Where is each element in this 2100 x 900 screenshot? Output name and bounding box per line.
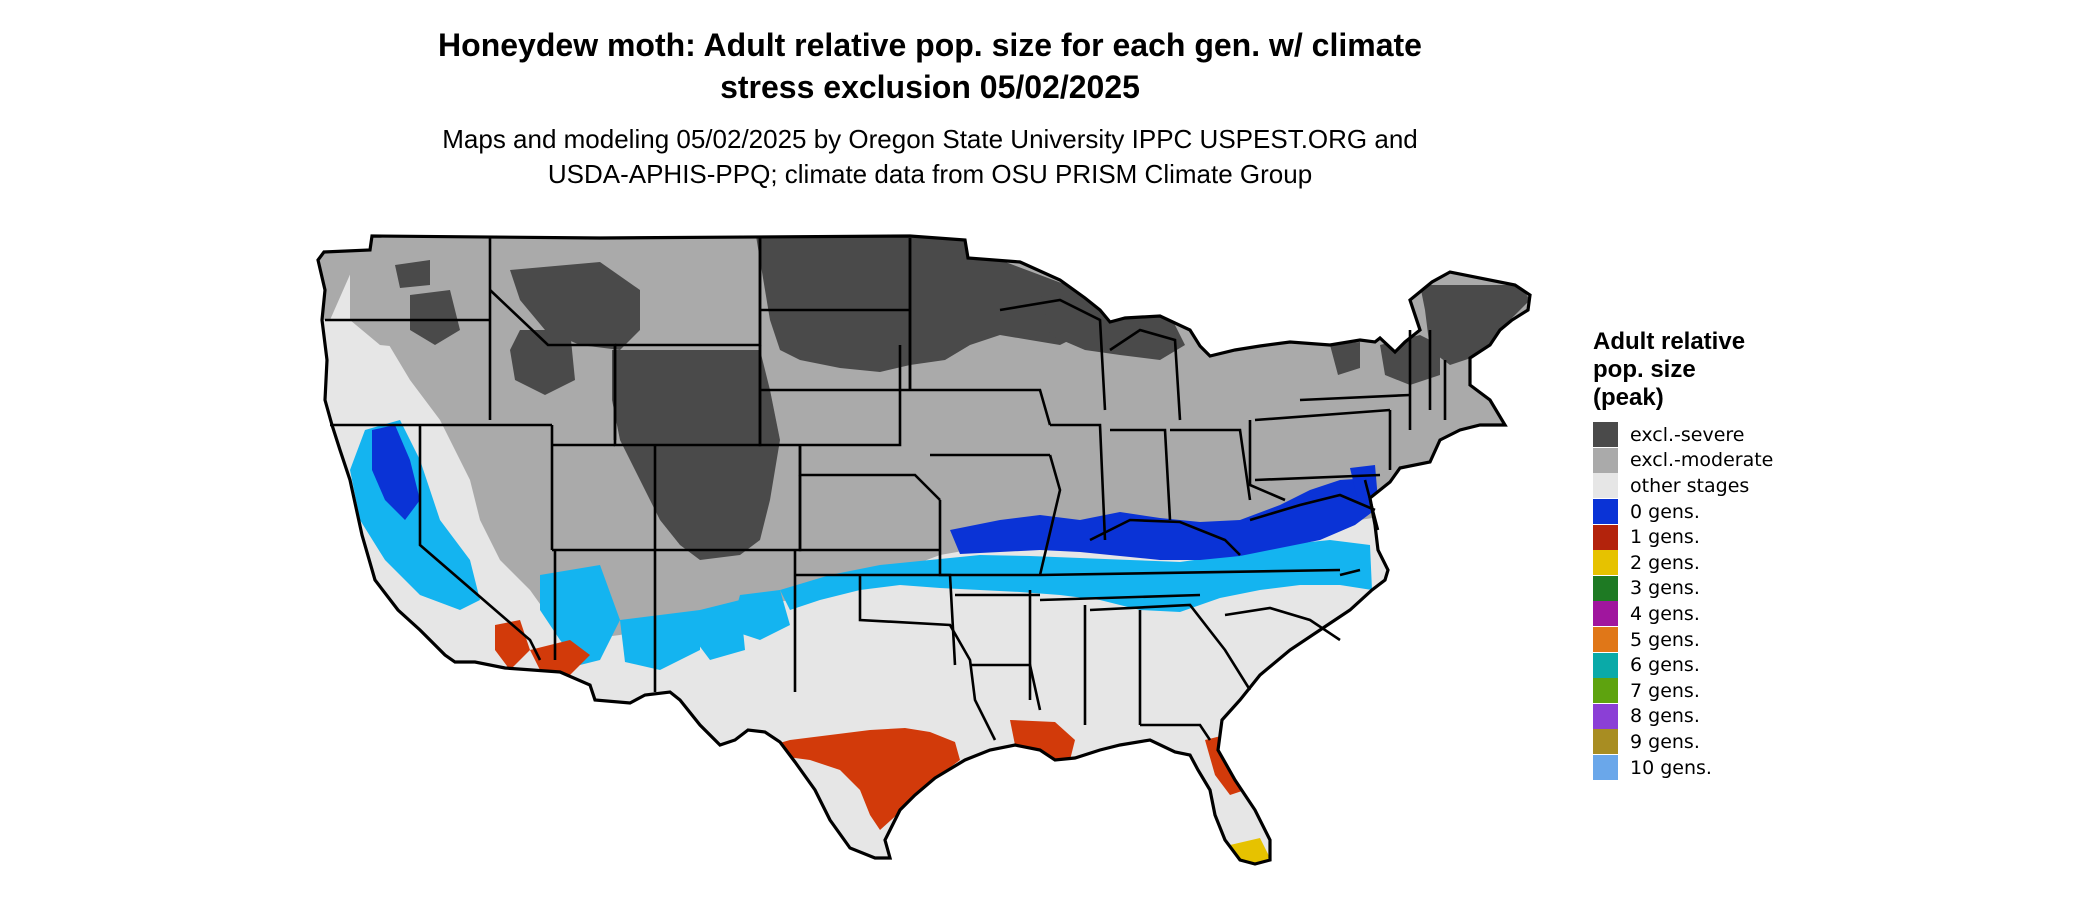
legend-swatch — [1593, 601, 1618, 627]
legend-item: 10 gens. — [1593, 755, 1773, 781]
legend-item: 3 gens. — [1593, 575, 1773, 602]
map-legend: Adult relative pop. size (peak) excl.-se… — [1593, 328, 1774, 781]
legend-label: 1 gens. — [1630, 526, 1700, 549]
legend-swatch — [1593, 524, 1618, 550]
legend-item: 8 gens. — [1593, 703, 1773, 730]
legend-swatch — [1593, 627, 1618, 653]
legend-swatch — [1593, 422, 1618, 448]
legend-label: 10 gens. — [1630, 756, 1712, 779]
legend-label: 0 gens. — [1630, 500, 1700, 523]
legend-label: 6 gens. — [1630, 654, 1700, 677]
legend-label: 7 gens. — [1630, 679, 1700, 702]
legend-item: 7 gens. — [1593, 678, 1773, 704]
legend-label: 4 gens. — [1630, 602, 1700, 625]
us-map — [316, 234, 1532, 866]
legend-swatch — [1593, 499, 1618, 525]
legend-item: 6 gens. — [1593, 652, 1773, 678]
legend-title-line-2: pop. size — [1593, 356, 1696, 383]
legend-swatch — [1593, 678, 1618, 704]
legend-item: 1 gens. — [1593, 524, 1773, 550]
legend-items: excl.-severe excl.-moderate other stages 0 … — [1593, 422, 1774, 781]
legend-swatch — [1593, 703, 1618, 729]
legend-label: 8 gens. — [1630, 705, 1700, 728]
map-title-line-2: stress exclusion 05/02/2025 — [720, 69, 1140, 105]
legend-label: 9 gens. — [1630, 730, 1700, 753]
legend-swatch — [1593, 550, 1618, 576]
legend-label: 3 gens. — [1630, 577, 1700, 600]
legend-label: other stages — [1630, 474, 1750, 497]
legend-label: 5 gens. — [1630, 628, 1700, 651]
legend-item: 5 gens. — [1593, 627, 1773, 653]
map-subtitle: Maps and modeling 05/02/2025 by Oregon S… — [380, 122, 1480, 192]
legend-title: Adult relative pop. size (peak) — [1593, 328, 1773, 412]
legend-swatch — [1593, 652, 1618, 678]
legend-swatch — [1593, 447, 1618, 473]
legend-item: excl.-severe — [1593, 422, 1773, 448]
legend-label: 2 gens. — [1630, 551, 1700, 574]
map-subtitle-line-1: Maps and modeling 05/02/2025 by Oregon S… — [442, 124, 1418, 154]
legend-label: excl.-moderate — [1630, 449, 1774, 472]
legend-label: excl.-severe — [1630, 423, 1745, 446]
legend-swatch — [1593, 575, 1618, 601]
legend-item: 4 gens. — [1593, 601, 1773, 627]
legend-swatch — [1593, 473, 1618, 499]
map-title: Honeydew moth: Adult relative pop. size … — [380, 24, 1480, 108]
legend-item: excl.-moderate — [1593, 447, 1774, 474]
legend-title-line-1: Adult relative — [1593, 328, 1746, 355]
legend-item: 2 gens. — [1593, 550, 1773, 576]
legend-item: 9 gens. — [1593, 729, 1773, 755]
legend-item: 0 gens. — [1593, 499, 1773, 525]
legend-swatch — [1593, 729, 1618, 755]
legend-item: other stages — [1593, 473, 1773, 499]
map-title-line-1: Honeydew moth: Adult relative pop. size … — [438, 27, 1422, 63]
map-subtitle-line-2: USDA-APHIS-PPQ; climate data from OSU PR… — [547, 159, 1313, 189]
legend-title-line-3: (peak) — [1593, 384, 1664, 411]
legend-swatch — [1593, 755, 1618, 781]
